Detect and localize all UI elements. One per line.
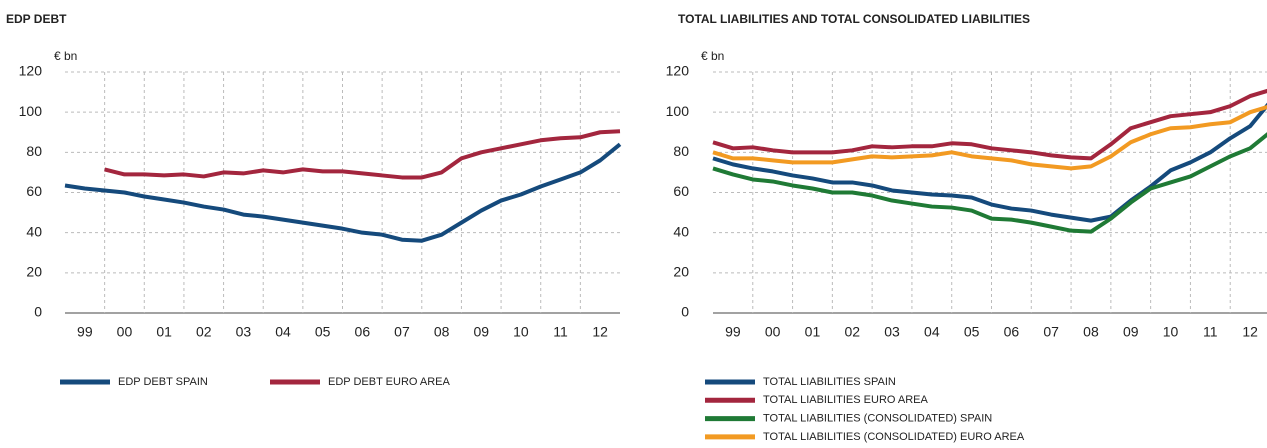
- x-tick-label: 99: [725, 324, 741, 340]
- data-line: [712, 102, 1267, 223]
- x-tick-label: 05: [964, 324, 980, 340]
- chart-title: EDP DEBT: [6, 12, 67, 26]
- x-tick-label: 08: [1083, 324, 1099, 340]
- x-tick-label: 11: [1203, 324, 1218, 340]
- legend-label: TOTAL LIABILITIES (CONSOLIDATED) SPAIN: [763, 413, 992, 425]
- x-tick-label: 04: [275, 324, 291, 340]
- x-tick-label: 00: [765, 324, 781, 340]
- data-line: [104, 129, 621, 180]
- y-tick-label: 40: [673, 223, 689, 239]
- x-tick-label: 03: [884, 324, 900, 340]
- y-tick-label: 60: [673, 183, 689, 199]
- y-tick-label: 20: [26, 264, 42, 280]
- y-tick-label: 80: [673, 143, 689, 159]
- x-tick-label: 10: [513, 324, 529, 340]
- y-tick-label: 120: [666, 63, 690, 79]
- y-tick-label: 0: [34, 304, 42, 320]
- x-tick-label: 06: [355, 324, 371, 340]
- x-tick-label: 07: [1043, 324, 1059, 340]
- x-tick-label: 12: [592, 324, 608, 340]
- y-tick-label: 60: [26, 183, 42, 199]
- y-tick-label: 0: [681, 304, 689, 320]
- x-tick-label: 11: [553, 324, 568, 340]
- y-tick-label: 40: [26, 223, 42, 239]
- y-tick-label: 80: [26, 143, 42, 159]
- x-tick-label: 09: [473, 324, 489, 340]
- legend-label: TOTAL LIABILITIES SPAIN: [763, 376, 896, 388]
- unit-label: € bn: [701, 49, 724, 63]
- x-tick-label: 00: [117, 324, 133, 340]
- x-tick-label: 08: [434, 324, 450, 340]
- x-tick-label: 03: [236, 324, 252, 340]
- x-tick-label: 10: [1163, 324, 1179, 340]
- x-tick-label: 02: [844, 324, 860, 340]
- x-tick-label: 01: [805, 324, 821, 340]
- data-line: [712, 88, 1267, 161]
- legend-label: EDP DEBT EURO AREA: [328, 376, 451, 388]
- data-line: [712, 104, 1267, 171]
- legend-label: EDP DEBT SPAIN: [118, 376, 208, 388]
- data-line: [712, 132, 1267, 234]
- data-line: [64, 142, 622, 243]
- unit-label: € bn: [54, 49, 77, 63]
- chart-title: TOTAL LIABILITIES AND TOTAL CONSOLIDATED…: [678, 12, 1030, 26]
- y-tick-label: 120: [19, 63, 43, 79]
- x-tick-label: 05: [315, 324, 331, 340]
- x-tick-label: 09: [1123, 324, 1139, 340]
- x-tick-label: 01: [156, 324, 172, 340]
- legend-label: TOTAL LIABILITIES EURO AREA: [763, 394, 929, 406]
- x-tick-label: 12: [1242, 324, 1258, 340]
- x-tick-label: 02: [196, 324, 212, 340]
- x-tick-label: 99: [77, 324, 93, 340]
- y-tick-label: 20: [673, 264, 689, 280]
- y-tick-label: 100: [19, 103, 43, 119]
- x-tick-label: 04: [924, 324, 940, 340]
- x-tick-label: 06: [1004, 324, 1020, 340]
- legend-label: TOTAL LIABILITIES (CONSOLIDATED) EURO AR…: [763, 431, 1025, 443]
- x-tick-label: 07: [394, 324, 410, 340]
- y-tick-label: 100: [666, 103, 690, 119]
